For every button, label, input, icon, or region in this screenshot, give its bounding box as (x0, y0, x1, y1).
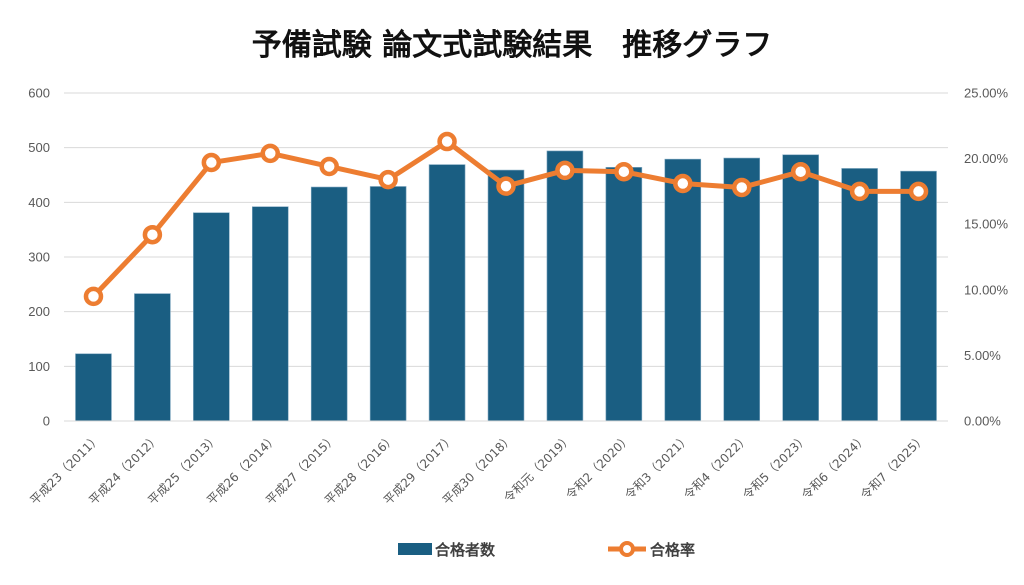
legend-label-line: 合格率 (649, 541, 695, 559)
bar (664, 158, 702, 422)
legend: 合格者数 合格率 (398, 541, 695, 559)
line-marker (142, 224, 163, 245)
line-marker (614, 161, 634, 182)
line-series (83, 131, 929, 307)
right-axis-tick-label: 20.00% (964, 151, 1009, 166)
bar (546, 150, 584, 422)
left-axis-tick-label: 0 (43, 414, 50, 429)
left-axis: 0 100 200 300 400 500 600 (28, 86, 50, 429)
x-axis: 平成23（2011）平成24（2012）平成25（2013）平成26（2014）… (27, 420, 948, 507)
line-marker (908, 181, 929, 202)
bar (134, 293, 171, 422)
legend-bar-swatch (398, 543, 432, 555)
bar (782, 154, 819, 422)
line-marker (437, 131, 457, 152)
bar (310, 186, 348, 422)
bar (193, 212, 230, 422)
left-axis-tick-label: 100 (28, 359, 50, 374)
right-axis-tick-label: 25.00% (964, 86, 1009, 101)
chart-title: 予備試験 論文式試験結果 推移グラフ (252, 28, 772, 63)
line-marker (849, 181, 870, 202)
line-marker (201, 152, 222, 173)
line-marker (319, 156, 339, 177)
bar-series (75, 150, 937, 422)
bar (487, 169, 525, 422)
right-axis: 0.00% 5.00% 10.00% 15.00% 20.00% 25.00% (964, 86, 1009, 429)
bar (75, 353, 112, 422)
legend-label-bar: 合格者数 (434, 541, 496, 559)
bar (369, 186, 407, 422)
bar (251, 206, 289, 422)
bar (605, 167, 643, 422)
left-axis-tick-label: 400 (28, 195, 50, 210)
bar (723, 157, 761, 422)
line-marker (496, 176, 516, 196)
right-axis-tick-label: 5.00% (964, 348, 1001, 363)
left-axis-tick-label: 500 (28, 140, 50, 155)
bar (841, 168, 878, 422)
line-marker (260, 143, 281, 164)
line-marker (83, 286, 104, 307)
line-marker (790, 161, 811, 182)
left-axis-tick-label: 300 (28, 250, 50, 265)
legend-item-bar[interactable]: 合格者数 (398, 541, 496, 559)
line-marker (555, 160, 575, 181)
right-axis-tick-label: 0.00% (964, 414, 1001, 429)
right-axis-tick-label: 10.00% (964, 282, 1009, 297)
left-axis-tick-label: 600 (28, 86, 50, 101)
line-marker (378, 169, 398, 190)
bar (428, 164, 466, 422)
line-marker (731, 177, 752, 198)
legend-line-marker (619, 541, 635, 557)
line-marker (673, 173, 693, 194)
left-axis-tick-label: 200 (28, 304, 50, 319)
right-axis-tick-label: 15.00% (964, 217, 1009, 232)
legend-item-line[interactable]: 合格率 (608, 541, 695, 559)
bar (900, 170, 937, 422)
